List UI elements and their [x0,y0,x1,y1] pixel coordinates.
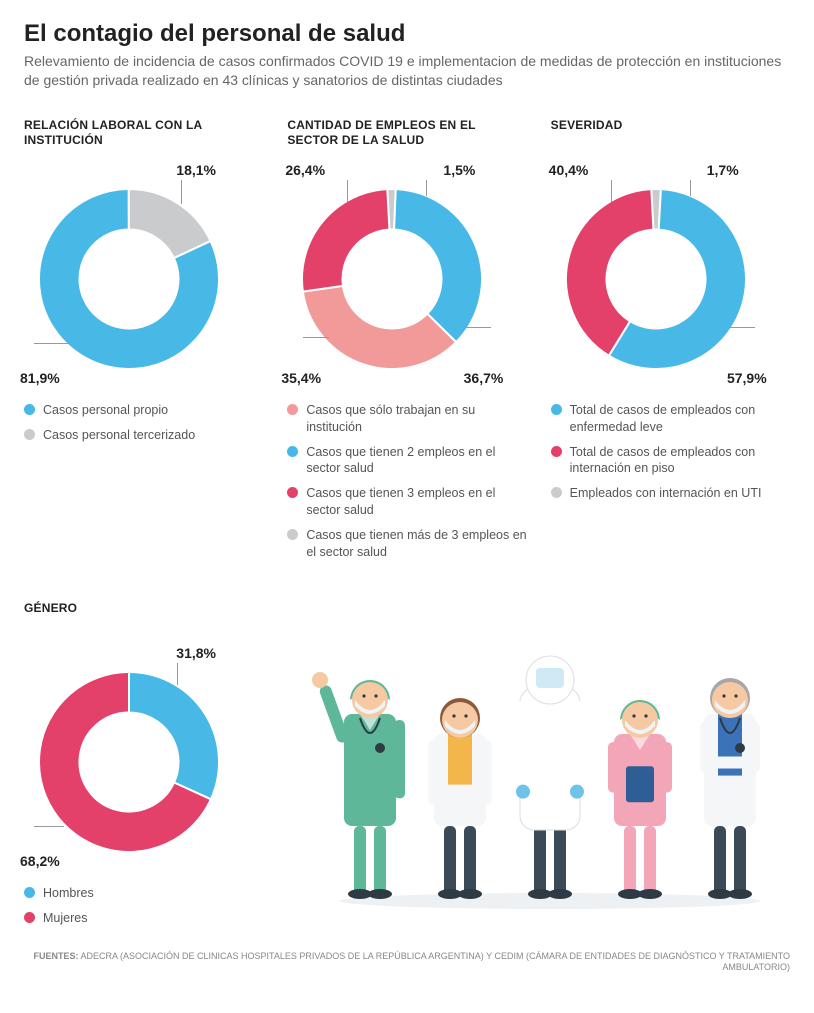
pct-label: 68,2% [20,853,60,869]
legend-label: Total de casos de empleados con enfermed… [570,402,790,436]
leader-line [34,343,68,344]
legend-item: Casos personal tercerizado [24,427,263,444]
donut-severidad: 40,4% 1,7% 57,9% [551,174,761,384]
swatch [551,446,562,457]
legend-label: Casos que tienen 3 empleos en el sector … [306,485,526,519]
swatch [24,429,35,440]
legend-item: Casos que tienen más de 3 empleos en el … [287,527,526,561]
pct-label: 36,7% [464,370,504,386]
legend-item: Casos personal propio [24,402,263,419]
legend-item: Total de casos de empleados con enfermed… [551,402,790,436]
pct-label: 31,8% [176,645,216,661]
leader-line [177,663,178,685]
swatch [287,404,298,415]
chart-empleos: CANTIDAD DE EMPLEOS EN EL SECTOR DE LA S… [287,118,526,569]
pct-label: 26,4% [285,162,325,178]
page-title: El contagio del personal de salud [24,20,790,48]
donut-genero: 31,8% 68,2% [24,657,234,867]
pct-label: 35,4% [281,370,321,386]
chart-severidad: SEVERIDAD 40,4% 1,7% 57,9% Total de caso… [551,118,790,569]
bottom-row: GÉNERO 31,8% 68,2% Hombres Mujeres [24,601,790,935]
leader-line [690,180,691,196]
leader-line [347,180,348,202]
legend-item: Casos que tienen 3 empleos en el sector … [287,485,526,519]
legend-severidad: Total de casos de empleados con enfermed… [551,402,790,502]
staff-illustration [310,601,790,911]
swatch [287,487,298,498]
swatch [24,912,35,923]
sources: FUENTES: ADECRA (ASOCIACIÓN DE CLINICAS … [24,951,790,974]
legend-item: Mujeres [24,910,286,927]
swatch [287,446,298,457]
legend-item: Total de casos de empleados con internac… [551,444,790,478]
legend-label: Mujeres [43,910,87,927]
top-charts-row: RELACIÓN LABORAL CON LA INSTITUCIÓN 18,1… [24,118,790,569]
chart-title-empleos: CANTIDAD DE EMPLEOS EN EL SECTOR DE LA S… [287,118,526,150]
swatch [287,529,298,540]
pct-label: 18,1% [176,162,216,178]
swatch [551,487,562,498]
legend-empleos: Casos que sólo trabajan en su institució… [287,402,526,561]
sources-text: ADECRA (ASOCIACIÓN DE CLINICAS HOSPITALE… [81,951,791,973]
chart-relacion: RELACIÓN LABORAL CON LA INSTITUCIÓN 18,1… [24,118,263,569]
leader-line [426,180,427,196]
swatch [24,404,35,415]
swatch [551,404,562,415]
leader-line [303,337,329,338]
pct-label: 40,4% [549,162,589,178]
leader-line [729,327,755,328]
pct-label: 57,9% [727,370,767,386]
legend-label: Hombres [43,885,94,902]
legend-item: Empleados con internación en UTI [551,485,790,502]
legend-item: Casos que sólo trabajan en su institució… [287,402,526,436]
legend-genero: Hombres Mujeres [24,885,286,927]
pct-label: 1,5% [443,162,475,178]
legend-label: Casos que tienen más de 3 empleos en el … [306,527,526,561]
legend-label: Casos personal propio [43,402,168,419]
chart-title-relacion: RELACIÓN LABORAL CON LA INSTITUCIÓN [24,118,263,150]
leader-line [34,826,64,827]
legend-label: Casos que tienen 2 empleos en el sector … [306,444,526,478]
leader-line [611,180,612,202]
legend-label: Casos personal tercerizado [43,427,195,444]
legend-label: Casos que sólo trabajan en su institució… [306,402,526,436]
legend-label: Empleados con internación en UTI [570,485,762,502]
page-subtitle: Relevamiento de incidencia de casos conf… [24,52,790,90]
legend-relacion: Casos personal propio Casos personal ter… [24,402,263,444]
chart-title-genero: GÉNERO [24,601,286,633]
donut-relacion: 18,1% 81,9% [24,174,234,384]
pct-label: 81,9% [20,370,60,386]
leader-line [181,180,182,204]
pct-label: 1,7% [707,162,739,178]
sources-label: FUENTES: [33,951,78,961]
chart-title-severidad: SEVERIDAD [551,118,790,150]
leader-line [465,327,491,328]
legend-label: Total de casos de empleados con internac… [570,444,790,478]
donut-empleos: 26,4% 1,5% 35,4% 36,7% [287,174,497,384]
staff-svg [310,601,790,911]
legend-item: Hombres [24,885,286,902]
swatch [24,887,35,898]
legend-item: Casos que tienen 2 empleos en el sector … [287,444,526,478]
chart-genero: GÉNERO 31,8% 68,2% Hombres Mujeres [24,601,286,935]
